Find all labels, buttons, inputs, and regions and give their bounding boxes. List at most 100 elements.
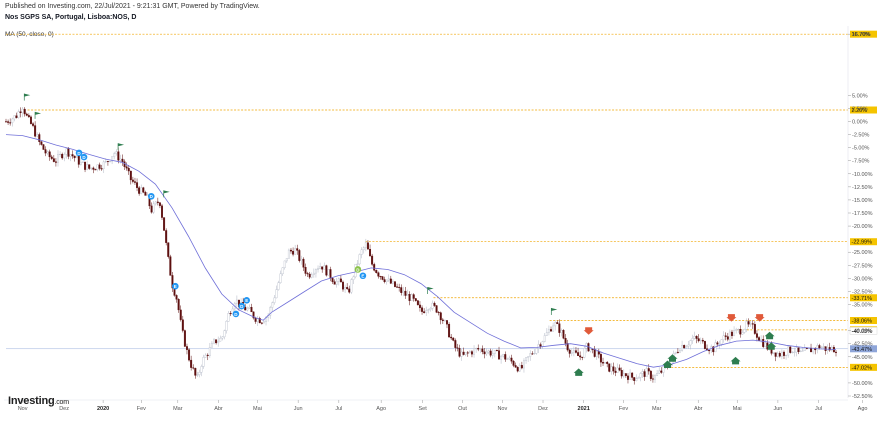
candle-body: [525, 357, 528, 361]
candle-body: [223, 330, 226, 338]
x-tick-label: Mai: [253, 406, 262, 412]
candle-body: [371, 255, 374, 265]
candle-body: [785, 354, 788, 356]
candle-body: [660, 370, 663, 373]
candle-body: [728, 331, 731, 340]
candle-body: [133, 181, 136, 183]
candle-body: [460, 351, 463, 357]
event-badge-icon[interactable]: [359, 272, 367, 280]
candle-body: [75, 156, 78, 159]
event-badge-label: D: [356, 267, 360, 272]
candle-body: [508, 357, 511, 360]
candle-body: [606, 361, 609, 364]
y-tick-label: 5.00%: [852, 93, 868, 99]
flag-icon[interactable]: [35, 111, 42, 115]
candle-body: [59, 153, 62, 155]
event-badge-icon[interactable]: [80, 153, 88, 161]
candle-body: [339, 278, 342, 283]
candle-body: [287, 249, 290, 259]
candle-body: [192, 367, 195, 369]
candle-body: [479, 348, 482, 350]
x-tick-label: Abr: [694, 406, 703, 412]
candle-body: [441, 319, 444, 322]
flag-icon[interactable]: [163, 190, 170, 194]
candle-body: [612, 366, 615, 372]
candle-body: [15, 115, 18, 118]
candle-body: [830, 347, 833, 351]
buy-arrow-icon[interactable]: [667, 354, 678, 362]
candle-body: [448, 324, 451, 338]
candle-body: [304, 267, 307, 274]
candle-body: [693, 336, 696, 339]
sell-arrow-icon[interactable]: [726, 314, 737, 322]
flag-icon[interactable]: [427, 287, 434, 291]
candle-body: [500, 355, 503, 360]
candle-body: [743, 329, 746, 333]
event-badge-icon[interactable]: [172, 282, 179, 290]
x-tick-label: Fev: [137, 406, 146, 412]
publisher-line: Published on Investing.com, 22/Jul/2021 …: [5, 3, 260, 10]
candle-body: [337, 278, 340, 282]
candle-body: [683, 345, 686, 349]
event-badge-icon[interactable]: [243, 297, 250, 304]
event-badge-icon[interactable]: [238, 302, 246, 310]
candle-body: [543, 335, 546, 342]
sell-arrow-icon[interactable]: [754, 314, 765, 322]
investing-logo[interactable]: Investing.com: [8, 395, 69, 407]
candle-body: [751, 323, 754, 325]
candle-body: [518, 365, 521, 372]
candle-body: [747, 321, 750, 325]
flag-icon[interactable]: [24, 93, 31, 97]
buy-arrow-icon[interactable]: [662, 360, 673, 369]
candle-body: [583, 348, 586, 358]
candle-body: [541, 341, 544, 347]
candle-body: [188, 349, 191, 361]
candle-body: [739, 329, 742, 335]
candle-body: [254, 317, 257, 322]
y-tick-label: -40.00%: [852, 329, 873, 335]
candle-body: [483, 351, 486, 355]
candle-body: [394, 281, 396, 287]
level-label-bg: [850, 316, 877, 324]
candle-body: [510, 357, 513, 362]
y-tick-label: -12.50%: [852, 185, 873, 191]
candle-body: [364, 242, 367, 248]
candle-body: [11, 118, 14, 124]
candle-body: [310, 274, 313, 278]
buy-arrow-icon[interactable]: [730, 356, 741, 365]
candle-body: [285, 258, 288, 262]
event-badge-label: D: [77, 151, 81, 156]
candle-body: [329, 269, 332, 279]
buy-arrow-icon[interactable]: [764, 331, 775, 340]
candle-body: [795, 347, 798, 353]
candle-body: [317, 268, 320, 270]
candle-body: [780, 351, 783, 357]
candle-body: [731, 331, 733, 336]
candle-body: [801, 350, 804, 352]
candle-body: [406, 294, 409, 296]
candle-body: [198, 372, 201, 375]
event-badge-icon[interactable]: [232, 310, 240, 318]
candle-body: [624, 373, 627, 377]
candle-body: [369, 249, 372, 257]
candle-body: [150, 205, 153, 213]
x-tick-label: Ago: [858, 406, 868, 412]
buy-arrow-icon[interactable]: [573, 368, 584, 376]
candle-body: [235, 299, 238, 304]
candle-body: [816, 345, 819, 351]
candle-body: [574, 350, 577, 353]
candle-body: [290, 249, 292, 252]
event-badge-icon[interactable]: [354, 266, 362, 273]
event-badge-icon[interactable]: [75, 149, 83, 157]
sell-arrow-icon[interactable]: [583, 327, 594, 335]
buy-arrow-icon[interactable]: [766, 342, 777, 350]
candle-body: [356, 263, 359, 265]
flag-icon[interactable]: [118, 143, 125, 147]
event-badge-icon[interactable]: [147, 192, 155, 200]
candle-body: [608, 363, 611, 372]
x-axis: Nov Dez 2020 Fev Mar Abr Mai Jun Jul Ago Set Out Nov…: [4, 399, 868, 412]
level-label: -47.02%: [852, 365, 873, 371]
flag-icon[interactable]: [551, 307, 558, 311]
candle-body: [296, 248, 299, 251]
